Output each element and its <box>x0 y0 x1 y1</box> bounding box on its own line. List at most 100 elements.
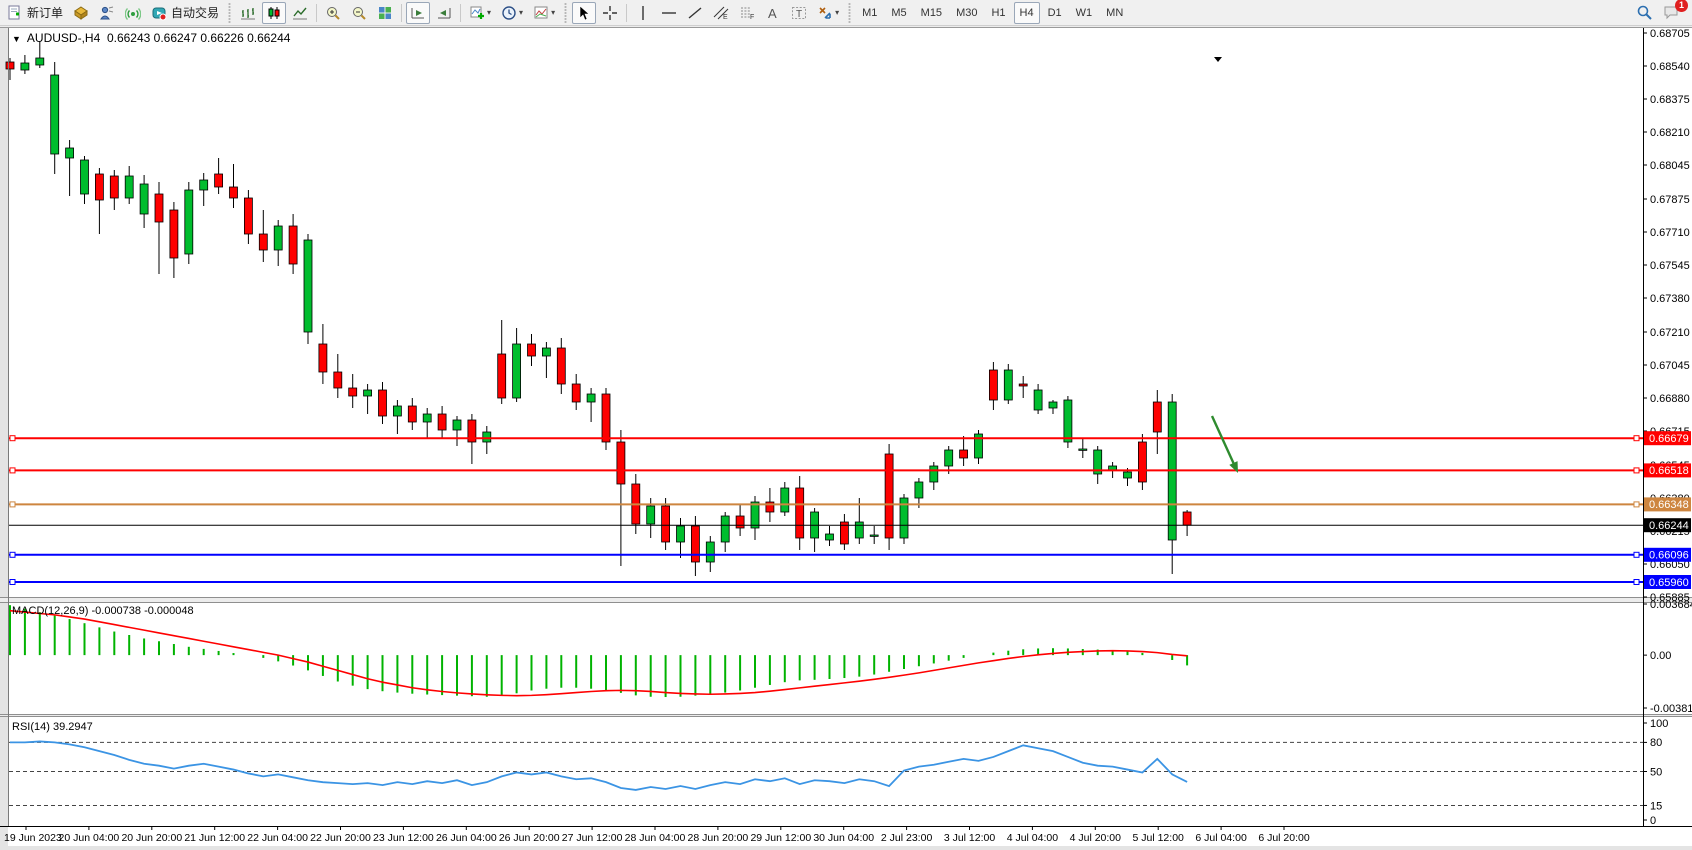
periods-clock-button[interactable]: ▾ <box>497 2 527 24</box>
candle-bullish <box>750 501 760 529</box>
add-indicator-button[interactable]: ▾ <box>465 2 495 24</box>
auto-scroll-button[interactable] <box>406 1 431 24</box>
dropdown-arrow-icon: ▾ <box>487 8 492 17</box>
toolbar-grip <box>562 2 570 23</box>
candle-bullish <box>452 419 462 431</box>
price-chart-canvas[interactable]: 0.68705 0.68540 0.68375 0.68210 0.68045 0.678… <box>0 27 1692 850</box>
notifications-button[interactable]: 1 <box>1659 0 1688 24</box>
new-order-icon <box>8 5 20 19</box>
svg-text:F: F <box>750 14 754 21</box>
candle-bearish <box>1018 383 1028 387</box>
line-handle[interactable] <box>9 501 16 508</box>
candle-bullish <box>65 147 74 159</box>
timeframe-H4[interactable]: H4 <box>1013 1 1040 24</box>
equidistant-channel-button[interactable]: E <box>709 2 733 24</box>
time-axis-label: 23 Jun 12:00 <box>373 832 434 844</box>
candle-bullish <box>50 74 60 155</box>
search-button[interactable] <box>1632 2 1657 24</box>
timeframe-H1[interactable]: H1 <box>991 6 1006 19</box>
candlestick-chart-button[interactable] <box>262 1 287 24</box>
rsi-axis-label: 0 <box>1650 815 1656 827</box>
candle-bearish <box>109 175 119 199</box>
text-button[interactable]: A <box>761 2 785 24</box>
price-axis-label: 0.67045 <box>1650 360 1690 372</box>
timeframe-M1[interactable]: M1 <box>862 6 878 19</box>
candle-bullish <box>869 534 879 537</box>
timeframe-M5[interactable]: M5 <box>891 6 907 19</box>
candle-bearish <box>1152 401 1162 433</box>
candle-bullish <box>899 497 909 539</box>
candle-bearish <box>989 369 998 401</box>
templates-button[interactable]: ▾ <box>529 2 559 24</box>
candle-bullish <box>1063 399 1073 443</box>
bar-chart-button[interactable] <box>236 2 260 24</box>
trendline-button[interactable] <box>683 2 707 24</box>
line-handle[interactable] <box>9 551 16 558</box>
price-tag-label: 0.66518 <box>1649 465 1689 477</box>
line-chart-button[interactable] <box>288 2 312 24</box>
candle-bearish <box>691 525 700 563</box>
candle-bearish <box>884 453 894 539</box>
timeframe-D1[interactable]: D1 <box>1047 6 1062 19</box>
new-order-button[interactable]: 新订单 <box>3 2 67 24</box>
time-axis-label: 30 Jun 04:00 <box>813 832 874 844</box>
arrow-annotation[interactable] <box>1210 415 1236 467</box>
timeframe-W1[interactable]: W1 <box>1075 6 1093 19</box>
timeframe-M15[interactable]: M15 <box>920 6 943 19</box>
pane-separator[interactable] <box>0 597 1692 603</box>
macd-axis-label: 0.00 <box>1650 650 1671 662</box>
arrow-head <box>1229 461 1238 473</box>
signal-icon <box>125 7 142 20</box>
chart-symbol-period: AUDUSD-,H4 <box>26 31 101 45</box>
candle-bullish <box>1093 449 1103 475</box>
autotrading-button[interactable]: 自动交易 <box>147 2 223 24</box>
time-axis-label: 3 Jul 12:00 <box>944 832 996 844</box>
vertical-line-button[interactable] <box>631 2 655 24</box>
line-handle[interactable] <box>1633 435 1640 442</box>
dropdown-arrow-icon: ▾ <box>835 8 840 17</box>
dropdown-arrow-icon: ▾ <box>551 8 556 17</box>
new-order-label: 新订单 <box>27 6 64 20</box>
candle-bearish <box>318 343 328 373</box>
cursor-button[interactable] <box>572 1 597 24</box>
expert-advisor-button[interactable] <box>95 2 119 24</box>
time-axis-label: 22 Jun 20:00 <box>310 832 371 844</box>
candle-bearish <box>959 449 968 459</box>
line-handle[interactable] <box>1633 551 1640 558</box>
trendline-icon <box>688 6 702 19</box>
fibonacci-button[interactable]: F <box>735 2 759 24</box>
arrows-button[interactable]: ▾ <box>813 2 843 24</box>
line-handle[interactable] <box>1633 501 1640 508</box>
chart-window: ▼ AUDUSD-,H4 0.66243 0.66247 0.66226 0.66… <box>0 27 1692 850</box>
zoom-in-icon <box>327 6 340 20</box>
zoom-out-button[interactable] <box>347 2 371 24</box>
line-handle[interactable] <box>1633 579 1640 585</box>
timeframe-MN[interactable]: MN <box>1106 6 1124 19</box>
rsi-value: 39.2947 <box>52 721 93 733</box>
main-toolbar: 新订单 自动交易 ▾ ▾ ▾ <box>0 0 1692 26</box>
tile-windows-button[interactable] <box>373 2 397 24</box>
chart-shift-button[interactable] <box>432 2 456 24</box>
timeframe-M30[interactable]: M30 <box>956 6 978 19</box>
line-handle[interactable] <box>1633 467 1640 474</box>
line-handle[interactable] <box>9 435 16 442</box>
rsi-name: RSI(14) <box>12 721 50 733</box>
line-handle[interactable] <box>9 579 16 585</box>
chart-background <box>8 27 1643 847</box>
price-tag-label: 0.65960 <box>1649 577 1689 589</box>
signal-button[interactable] <box>121 2 145 24</box>
text-label-button[interactable]: T <box>787 2 811 24</box>
candle-bearish <box>497 353 507 399</box>
toolbar-separator <box>401 3 403 22</box>
zoom-in-button[interactable] <box>321 2 345 24</box>
pane-separator[interactable] <box>0 714 1692 717</box>
cube-button[interactable] <box>69 2 93 24</box>
horizontal-line-button[interactable] <box>657 2 681 24</box>
line-handle[interactable] <box>9 467 16 474</box>
candle-bullish <box>586 393 596 403</box>
crosshair-button[interactable] <box>598 2 622 24</box>
candle-bullish <box>720 515 730 543</box>
price-tag <box>1644 431 1691 446</box>
candle-bearish <box>437 413 447 431</box>
chevron-down-icon[interactable]: ▼ <box>12 34 21 44</box>
